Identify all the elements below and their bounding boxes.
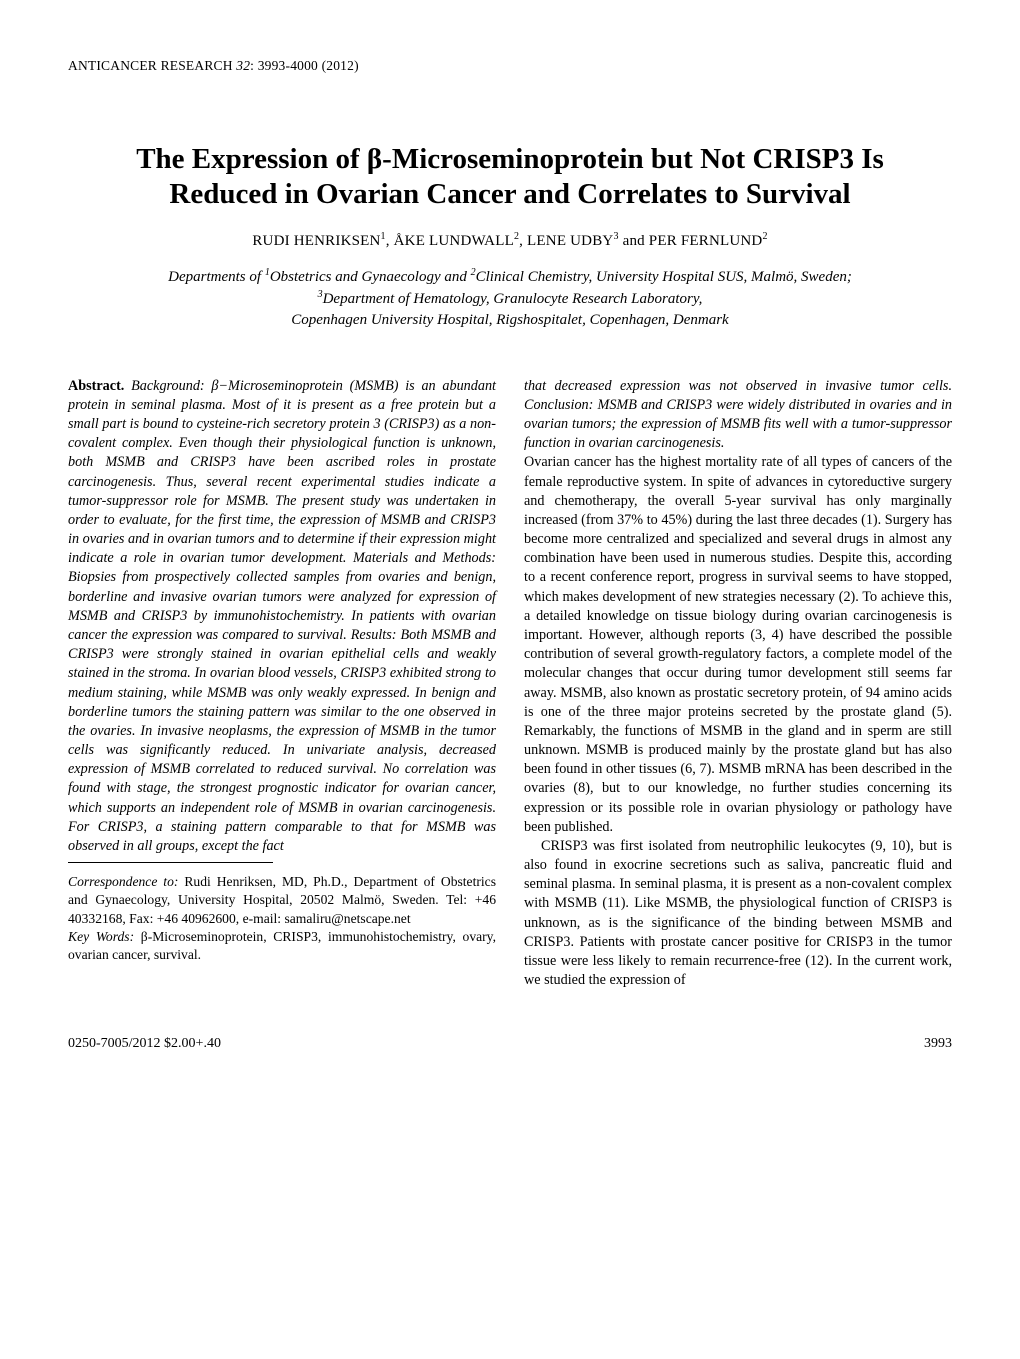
issn-price: 0250-7005/2012 $2.00+.40 — [68, 1036, 221, 1052]
footnote-rule — [68, 862, 273, 873]
journal-pages: : 3993-4000 (2012) — [250, 58, 359, 73]
abstract-label: Abstract. — [68, 378, 131, 394]
two-column-body: Abstract. Background: β−Microseminoprote… — [68, 377, 952, 991]
right-column: that decreased expression was not observ… — [524, 377, 952, 991]
authors: RUDI HENRIKSEN1, ÅKE LUNDWALL2, LENE UDB… — [68, 231, 952, 250]
abstract-text-right: that decreased expression was not observ… — [524, 378, 952, 452]
body-paragraph-1: Ovarian cancer has the highest mortality… — [524, 453, 952, 836]
abstract-text-left: Background: β−Microseminoprotein (MSMB) … — [68, 378, 496, 854]
affiliations: Departments of 1Obstetrics and Gynaecolo… — [68, 266, 952, 331]
correspondence-label: Correspondence to: — [68, 874, 184, 889]
running-head: ANTICANCER RESEARCH 32: 3993-4000 (2012) — [68, 58, 952, 74]
journal-volume: 32 — [236, 58, 250, 73]
left-column: Abstract. Background: β−Microseminoprote… — [68, 377, 496, 991]
keywords-label: Key Words: — [68, 929, 141, 944]
correspondence: Correspondence to: Rudi Henriksen, MD, P… — [68, 873, 496, 928]
article-title: The Expression of β-Microseminoprotein b… — [70, 142, 950, 213]
journal-name: ANTICANCER RESEARCH — [68, 58, 236, 73]
page-footer: 0250-7005/2012 $2.00+.40 3993 — [68, 1036, 952, 1052]
title-line-2: Reduced in Ovarian Cancer and Correlates… — [169, 178, 850, 210]
abstract-right: that decreased expression was not observ… — [524, 377, 952, 454]
page-number: 3993 — [924, 1036, 952, 1052]
body-paragraph-2: CRISP3 was first isolated from neutrophi… — [524, 837, 952, 990]
keywords: Key Words: β-Microseminoprotein, CRISP3,… — [68, 928, 496, 965]
body-text: Ovarian cancer has the highest mortality… — [524, 453, 952, 990]
title-line-1: The Expression of β-Microseminoprotein b… — [136, 143, 884, 175]
abstract-left: Abstract. Background: β−Microseminoprote… — [68, 377, 496, 856]
